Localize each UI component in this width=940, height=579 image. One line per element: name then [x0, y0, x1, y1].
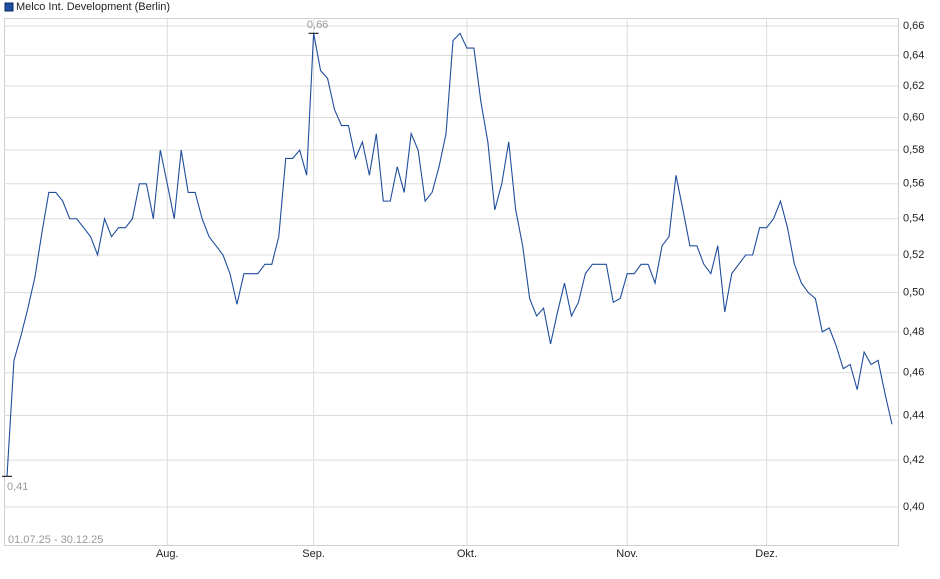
y-tick-label: 0,48 — [903, 326, 924, 338]
x-tick-label: Okt. — [457, 548, 477, 560]
y-tick-label: 0,44 — [903, 409, 924, 421]
y-tick-label: 0,64 — [903, 49, 924, 61]
y-tick-label: 0,56 — [903, 178, 924, 190]
y-tick-label: 0,50 — [903, 287, 924, 299]
x-tick-label: Nov. — [616, 548, 638, 560]
y-tick-label: 0,54 — [903, 213, 924, 225]
x-tick-label: Aug. — [156, 548, 179, 560]
date-range: 01.07.25 - 30.12.25 — [8, 534, 103, 546]
value-label: 0,66 — [307, 19, 328, 31]
x-tick-label: Dez. — [755, 548, 778, 560]
y-tick-label: 0,40 — [903, 501, 924, 513]
y-tick-label: 0,66 — [903, 20, 924, 32]
value-label: 0,41 — [7, 481, 28, 493]
x-tick-label: Sep. — [302, 548, 325, 560]
legend-swatch — [4, 2, 14, 12]
legend-label: Melco Int. Development (Berlin) — [16, 1, 170, 13]
y-tick-label: 0,62 — [903, 80, 924, 92]
plot-frame — [4, 18, 899, 546]
price-line — [6, 32, 893, 477]
y-tick-label: 0,58 — [903, 144, 924, 156]
y-tick-label: 0,60 — [903, 111, 924, 123]
y-tick-label: 0,42 — [903, 454, 924, 466]
y-tick-label: 0,52 — [903, 249, 924, 261]
y-tick-label: 0,46 — [903, 367, 924, 379]
